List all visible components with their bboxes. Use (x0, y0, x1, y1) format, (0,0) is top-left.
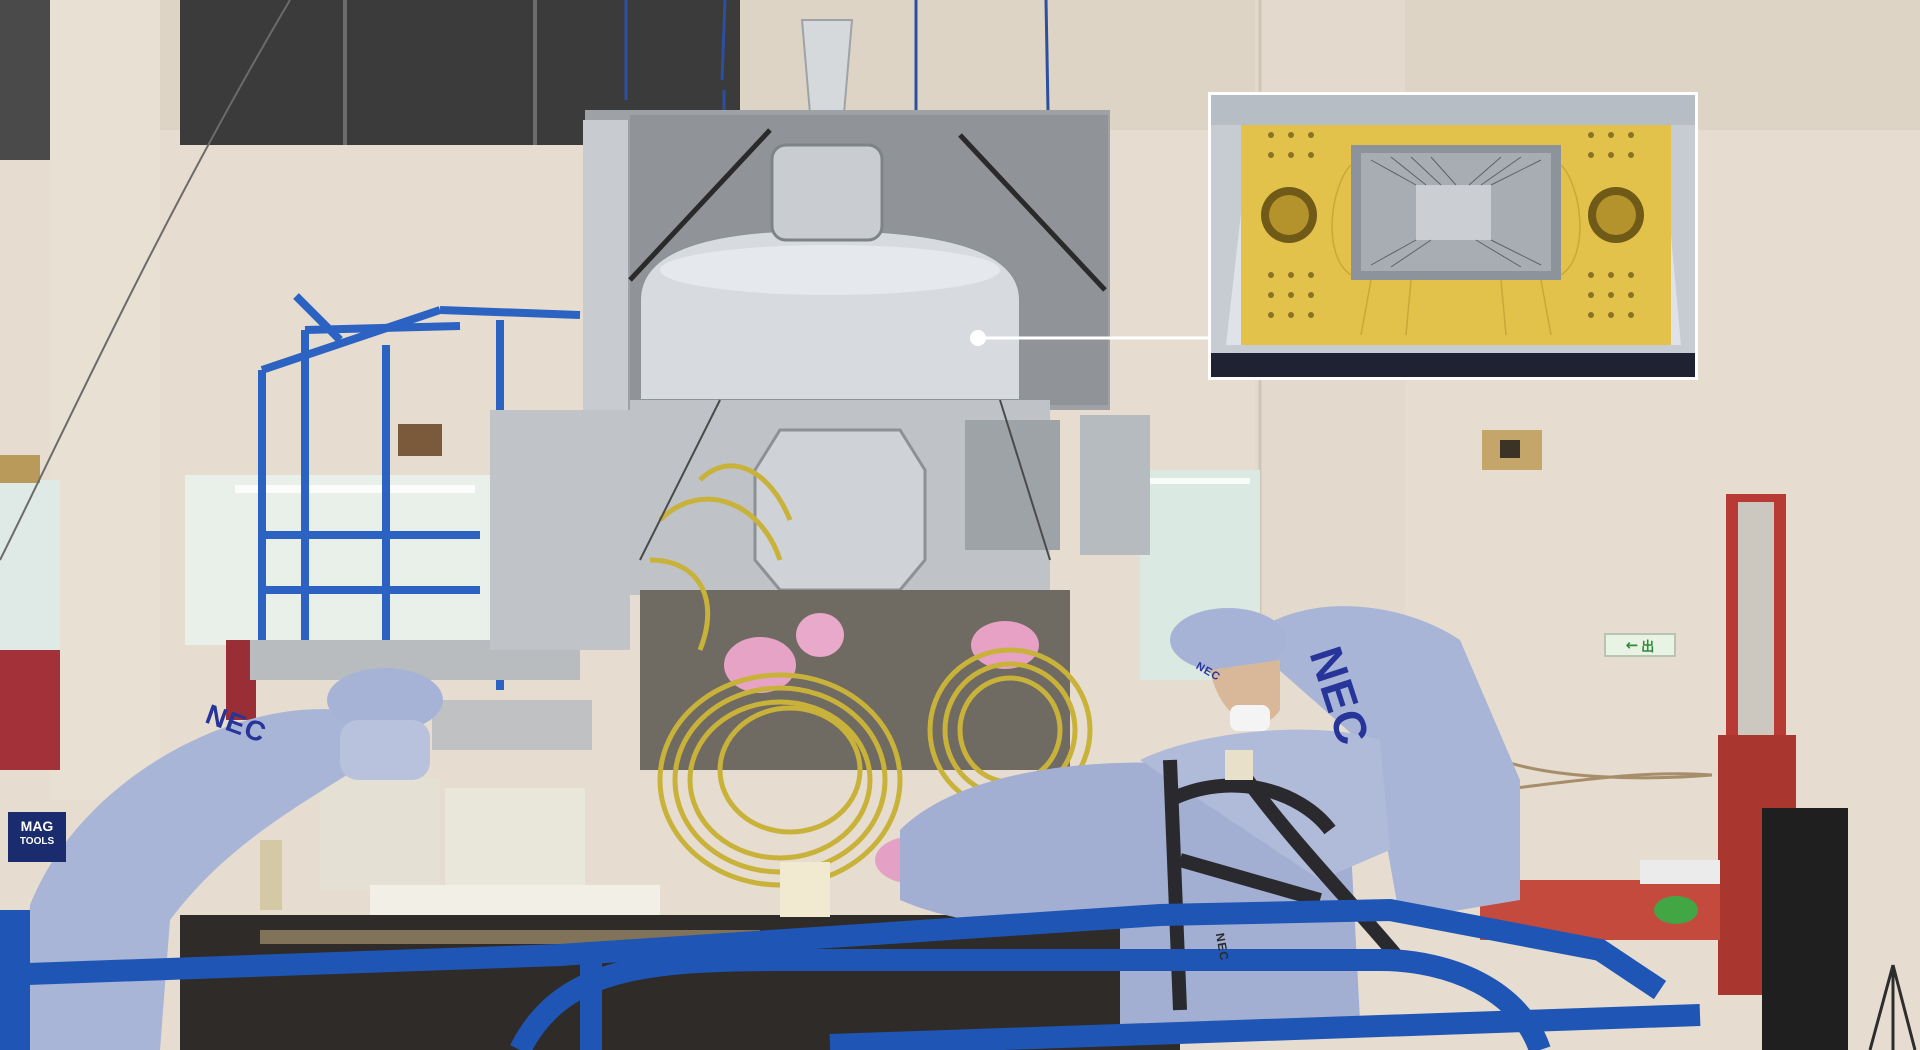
lift-logo: MAG TOOLS (8, 812, 66, 862)
scaffold-base (432, 700, 592, 750)
doorway-center (185, 475, 515, 645)
octagonal-port (753, 428, 927, 592)
lift-logo-line1: MAG (20, 818, 54, 834)
sensor-array (1416, 185, 1491, 240)
worker-right (1170, 606, 1520, 920)
detector-chip-inset (1208, 92, 1698, 380)
upper-window-left (0, 0, 50, 160)
foreground-railing (0, 898, 1701, 1050)
doorway-left (0, 480, 60, 660)
small-card (780, 862, 830, 917)
mli-blanket-right (1080, 415, 1150, 555)
detector-chip-closeup (1211, 95, 1695, 377)
black-case (1762, 808, 1848, 1050)
carrier-holes (1268, 132, 1634, 318)
tripod (1868, 964, 1917, 1050)
green-tape-roll (1654, 896, 1698, 924)
exit-sign: ← 出 (1604, 633, 1676, 657)
gold-traces (1331, 164, 1581, 336)
worker-left-cap (327, 668, 443, 732)
mli-blanket-wrap (490, 410, 630, 650)
hoist-cable-center-left (720, 0, 727, 81)
lift-logo-line2: TOOLS (19, 836, 55, 847)
top-cone (800, 19, 854, 126)
face-mask (1230, 705, 1270, 731)
top-hatch (770, 143, 884, 242)
pillar-left (50, 0, 160, 800)
security-camera-left (0, 455, 40, 483)
exit-sign-text: 出 (1641, 639, 1655, 655)
hoist-cable-right (1044, 0, 1050, 111)
bond-wires (1370, 156, 1542, 268)
foam-block-left (320, 778, 440, 890)
blue-scaffold (258, 293, 581, 690)
wall-cable (0, 0, 291, 561)
red-cabinet (0, 650, 60, 770)
wall-box (398, 424, 442, 456)
exit-arrow-icon: ← (1625, 635, 1639, 654)
mli-blanket-left (583, 120, 628, 420)
worker-right-cap (1170, 608, 1286, 672)
